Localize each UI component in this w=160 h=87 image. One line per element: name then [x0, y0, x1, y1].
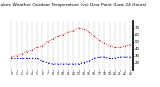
Text: Milwaukee Weather Outdoor Temperature (vs) Dew Point (Last 24 Hours): Milwaukee Weather Outdoor Temperature (v…: [0, 3, 146, 7]
